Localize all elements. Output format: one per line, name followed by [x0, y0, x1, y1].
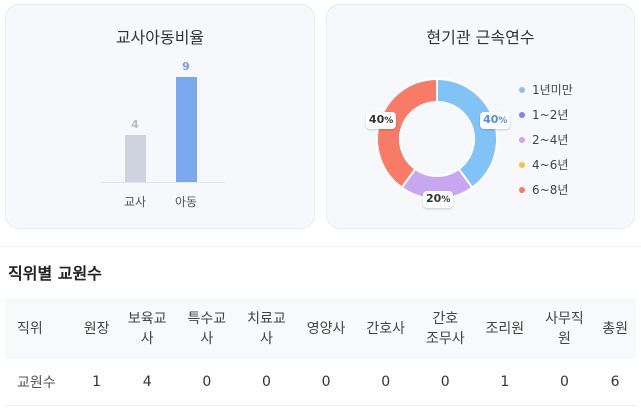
legend-color-dot [519, 136, 525, 143]
teacher-child-ratio-card: 교사아동비율 4 교사 9 아동 [5, 4, 315, 229]
table-cell: 0 [177, 359, 237, 406]
donut-slice-1년미만 [436, 77, 498, 189]
table-header-cell: 원장 [75, 298, 118, 359]
table-header-cell: 보육교 사 [117, 298, 178, 359]
donut-slice-6~8년 [376, 77, 438, 189]
legend-item-2~4년: 2~4년 [519, 127, 573, 152]
bar-교사 [124, 135, 146, 182]
table-cell: 1 [75, 359, 118, 406]
section-divider [0, 246, 641, 247]
table-cell: 6 [594, 359, 636, 406]
legend-color-dot [519, 186, 525, 193]
slice-percent-unit: % [441, 195, 451, 205]
table-cell: 0 [236, 359, 297, 406]
slice-percent-label: 40% [365, 112, 397, 130]
legend-label: 4~6년 [532, 158, 569, 172]
table-header-cell: 조리원 [475, 298, 535, 359]
slice-percent-label: 20% [423, 191, 454, 208]
slice-percent-unit: % [384, 116, 394, 127]
table-cell: 0 [415, 359, 476, 406]
table-cell: 0 [534, 359, 595, 406]
legend-label: 1~2년 [532, 108, 569, 122]
slice-percent-value: 40 [483, 113, 499, 127]
table-header-cell: 특수교 사 [177, 298, 237, 359]
table-row: 교원수 1 4 0 0 0 0 0 1 0 6 [5, 359, 636, 406]
staff-count-table: 직위 원장 보육교 사 특수교 사 치료교 사 영양사 간호사 간호 조무사 조리원 사무직 원 총원 교원수… [5, 298, 636, 406]
bar-axis-line [101, 182, 225, 183]
legend-label: 1년미만 [532, 83, 573, 97]
legend-item-1~2년: 1~2년 [519, 102, 573, 127]
table-header-cell: 사무직 원 [534, 298, 595, 359]
table-row-label: 교원수 [5, 359, 76, 406]
slice-percent-label: 40% [480, 112, 511, 130]
legend-item-1년미만: 1년미만 [519, 77, 573, 102]
legend-color-dot [519, 111, 525, 118]
tenure-card: 현기관 근속연수 40% 20% 40% 1년미만 1~2년 2~4년 4~6년 6~8년 [326, 4, 635, 229]
table-header-cell: 영양사 [296, 298, 356, 359]
slice-percent-value: 40 [368, 113, 385, 127]
table-cell: 1 [475, 359, 535, 406]
legend-label: 2~4년 [532, 133, 569, 147]
table-header-row: 직위 원장 보육교 사 특수교 사 치료교 사 영양사 간호사 간호 조무사 조리원 사무직 원 총원 [5, 298, 636, 359]
table-cell: 4 [117, 359, 178, 406]
table-cell: 0 [355, 359, 416, 406]
bar-아동 [175, 77, 197, 182]
bar-value-label: 4 [131, 118, 139, 132]
slice-percent-unit: % [498, 116, 508, 127]
bar-value-label: 9 [182, 60, 190, 73]
legend-item-6~8년: 6~8년 [519, 177, 573, 202]
legend-color-dot [519, 161, 525, 168]
table-header-cell: 치료교 사 [236, 298, 297, 359]
tenure-legend: 1년미만 1~2년 2~4년 4~6년 6~8년 [519, 77, 573, 202]
bar-category-label: 아동 [174, 195, 198, 209]
tenure-card-title: 현기관 근속연수 [426, 28, 535, 47]
slice-percent-value: 20 [426, 192, 442, 205]
legend-color-dot [519, 86, 525, 93]
table-header-cell: 총원 [594, 298, 636, 359]
ratio-card-title: 교사아동비율 [115, 28, 205, 47]
bar-category-label: 교사 [123, 195, 147, 209]
table-header-cell: 직위 [5, 298, 76, 359]
table-header-cell: 간호사 [355, 298, 416, 359]
table-cell: 0 [296, 359, 356, 406]
legend-label: 6~8년 [532, 183, 569, 197]
table-header-cell: 간호 조무사 [415, 298, 476, 359]
tenure-donut-chart [376, 77, 498, 200]
legend-item-4~6년: 4~6년 [519, 152, 573, 177]
staff-section-title: 직위별 교원수 [8, 264, 102, 283]
